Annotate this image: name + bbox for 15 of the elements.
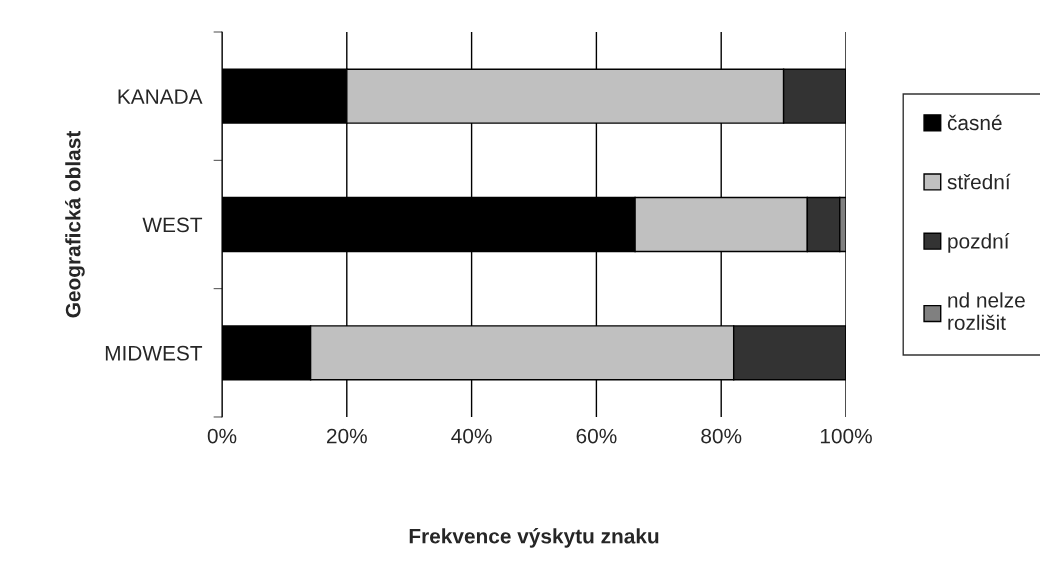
- x-axis-title: Frekvence výskytu znaku: [409, 528, 659, 548]
- x-tick-label: 20%: [327, 428, 367, 444]
- y-tick-label: WEST: [142, 217, 203, 233]
- legend-label: časné: [947, 114, 1002, 131]
- legend-label: střední: [947, 173, 1011, 190]
- y-axis-title: Geografická oblast: [65, 130, 85, 318]
- x-tick-label: 80%: [701, 428, 742, 444]
- y-tick-label: KANADA: [118, 89, 203, 104]
- x-tick-label: 60%: [576, 428, 617, 444]
- legend-label: pozdní: [948, 233, 1010, 253]
- x-tick-label: 0%: [207, 428, 237, 444]
- x-tick-label: 100%: [820, 428, 872, 444]
- y-tick-label: MIDWEST: [105, 345, 203, 361]
- legend-label: nd nelze rozlišit: [948, 292, 1025, 331]
- x-tick-label: 40%: [451, 428, 492, 444]
